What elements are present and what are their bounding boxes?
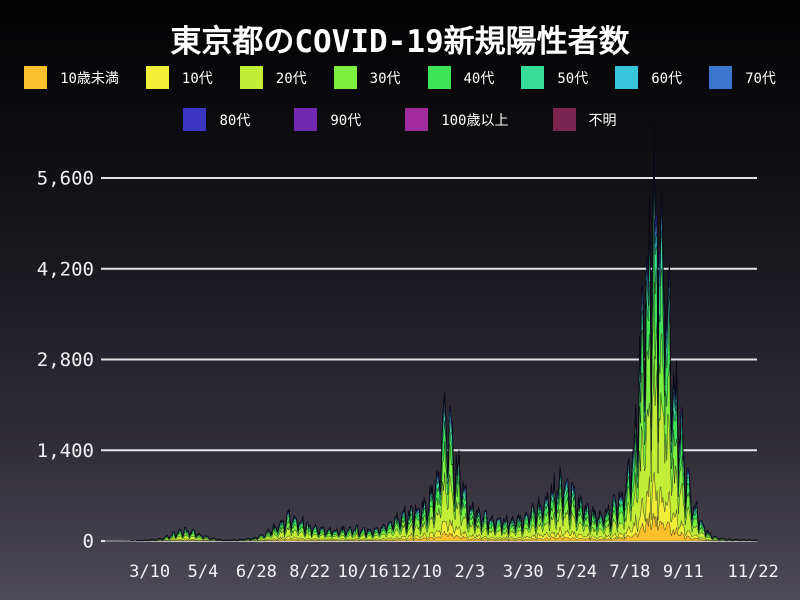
x-axis-tick-label: 3/30 <box>503 562 544 582</box>
legend-label: 20代 <box>275 70 307 87</box>
legend-label: 30代 <box>369 70 401 87</box>
legend-item-80代: 80代 <box>183 108 250 131</box>
legend-item-40代: 40代 <box>427 66 495 89</box>
x-axis-tick-label: 3/10 <box>129 562 170 582</box>
legend-label: 100歳以上 <box>441 112 509 129</box>
legend-item-30代: 30代 <box>333 66 401 89</box>
legend-swatch <box>183 108 207 131</box>
x-axis-tick-label: 12/10 <box>391 562 442 582</box>
legend-swatch <box>552 108 576 131</box>
y-axis-tick-label: 5,600 <box>37 168 94 190</box>
legend-row-1: 10歳未満 10代 20代 30代 40代 50代 60代 70代 <box>0 66 800 89</box>
legend-item-70代: 70代 <box>709 66 776 89</box>
legend-label: 50代 <box>557 70 589 87</box>
legend-swatch <box>405 108 429 131</box>
y-axis-tick-label: 2,800 <box>37 349 94 371</box>
legend-item-90代: 90代 <box>294 108 361 131</box>
legend-row-2: 80代 90代 100歳以上 不明 <box>0 108 800 131</box>
legend-label: 70代 <box>745 70 776 87</box>
legend-item-50代: 50代 <box>521 66 588 89</box>
legend-swatch <box>145 66 169 89</box>
legend-label: 90代 <box>330 112 362 129</box>
x-axis-tick-label: 5/24 <box>556 562 597 582</box>
legend-label: 40代 <box>463 70 495 87</box>
legend-swatch <box>427 66 451 89</box>
legend-swatch <box>24 66 48 89</box>
legend-item-不明: 不明 <box>552 108 617 131</box>
x-axis-tick-label: 11/22 <box>728 562 779 582</box>
y-axis-tick-label: 4,200 <box>37 258 94 280</box>
legend-swatch <box>521 66 545 89</box>
x-axis-tick-label: 6/28 <box>236 562 277 582</box>
page-title: 東京都のCOVID-19新規陽性者数 <box>170 24 630 60</box>
legend-swatch <box>615 66 639 89</box>
legend-item-10代: 10代 <box>145 66 213 89</box>
x-axis-tick-label: 2/3 <box>454 562 485 582</box>
legend-label: 60代 <box>651 70 683 87</box>
legend-label: 10歳未満 <box>60 70 119 87</box>
legend-swatch <box>294 108 318 131</box>
legend-swatch <box>709 66 733 89</box>
x-axis-tick-label: 7/18 <box>609 562 650 582</box>
legend-item-20代: 20代 <box>239 66 307 89</box>
legend-label: 不明 <box>588 112 617 129</box>
x-axis-tick-label: 5/4 <box>188 562 219 582</box>
y-axis-tick-label: 1,400 <box>37 440 94 462</box>
x-axis-tick-label: 9/11 <box>663 562 704 582</box>
legend-label: 10代 <box>181 70 213 87</box>
x-axis-tick-label: 8/22 <box>289 562 330 582</box>
legend-item-10歳未満: 10歳未満 <box>24 66 119 89</box>
legend-label: 80代 <box>219 112 251 129</box>
legend-item-100歳以上: 100歳以上 <box>405 108 509 131</box>
area-band-不明 <box>105 118 758 542</box>
legend-item-60代: 60代 <box>615 66 682 89</box>
legend-swatch <box>333 66 357 89</box>
x-axis-tick-label: 10/16 <box>338 562 389 582</box>
legend-swatch <box>239 66 263 89</box>
y-axis-tick-label: 0 <box>83 531 94 553</box>
